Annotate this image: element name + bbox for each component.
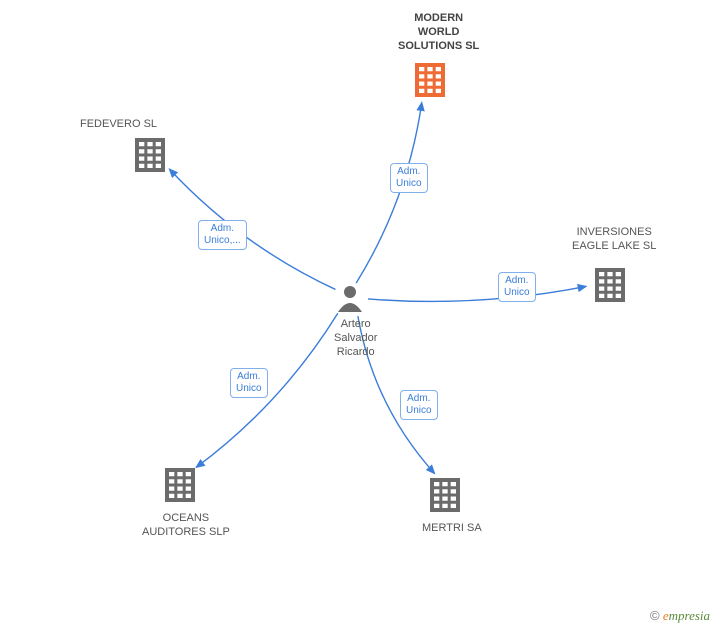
- watermark-copyright: ©: [650, 608, 660, 623]
- edge-label-mertri: Adm. Unico: [400, 390, 438, 420]
- center-label: Artero Salvador Ricardo: [334, 318, 377, 359]
- edge-inversiones: [368, 286, 586, 301]
- node-mertri: [430, 478, 460, 512]
- center-node-person: [338, 286, 362, 312]
- diagram-canvas: [0, 0, 728, 630]
- edge-label-modern: Adm. Unico: [390, 163, 428, 193]
- node-label-fedevero: FEDEVERO SL: [80, 118, 157, 132]
- node-inversiones: [595, 268, 625, 302]
- node-modern: [415, 63, 445, 97]
- edge-label-fedevero: Adm. Unico,...: [198, 220, 247, 250]
- edge-fedevero: [169, 169, 335, 289]
- node-label-oceans: OCEANS AUDITORES SLP: [142, 512, 230, 540]
- edge-label-inversiones: Adm. Unico: [498, 272, 536, 302]
- node-label-inversiones: INVERSIONES EAGLE LAKE SL: [572, 226, 656, 254]
- node-fedevero: [135, 138, 165, 172]
- watermark: © empresia: [650, 608, 710, 624]
- node-label-mertri: MERTRI SA: [422, 522, 482, 536]
- watermark-rest: mpresia: [669, 608, 710, 623]
- node-label-modern: MODERN WORLD SOLUTIONS SL: [398, 12, 479, 53]
- edge-label-oceans: Adm. Unico: [230, 368, 268, 398]
- node-oceans: [165, 468, 195, 502]
